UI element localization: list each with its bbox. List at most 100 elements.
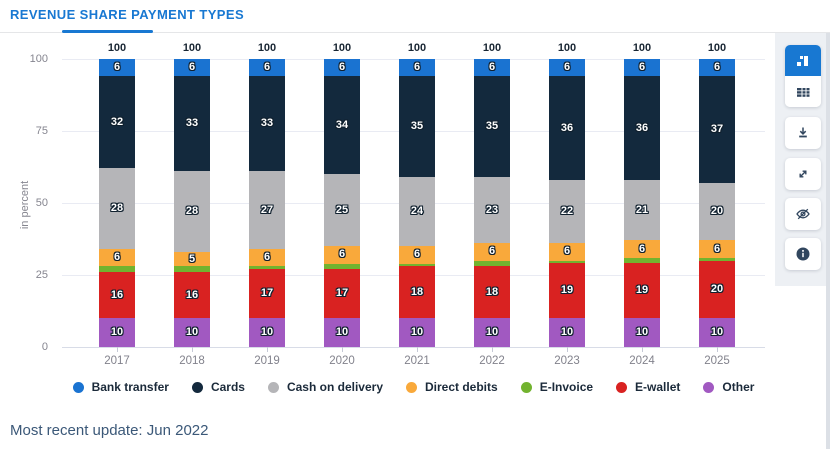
bar-value-label: 6: [413, 61, 421, 74]
bar-segment[interactable]: 18: [474, 266, 510, 319]
bar-segment[interactable]: 10: [474, 318, 510, 347]
bar-segment[interactable]: 10: [174, 318, 210, 347]
bar-segment[interactable]: 20: [699, 182, 735, 241]
bar-value-label: 10: [560, 326, 574, 339]
bar-segment[interactable]: 10: [399, 318, 435, 347]
bar-value-label: 10: [110, 326, 124, 339]
legend-item[interactable]: Cash on delivery: [267, 380, 383, 394]
bar-segment[interactable]: 6: [699, 240, 735, 258]
bar-value-label: 19: [560, 284, 574, 297]
bar-value-label: 22: [560, 205, 574, 218]
legend-item[interactable]: E-Invoice: [520, 380, 593, 394]
bar-segment[interactable]: 6: [324, 246, 360, 264]
bar-segment[interactable]: 36: [624, 76, 660, 180]
bar-segment[interactable]: 6: [249, 59, 285, 77]
bar-segment[interactable]: [474, 260, 510, 267]
bar-segment[interactable]: 6: [549, 59, 585, 77]
bar-segment[interactable]: 10: [624, 318, 660, 347]
download-button[interactable]: [785, 117, 821, 149]
bar-segment[interactable]: 33: [174, 76, 210, 172]
bar-segment[interactable]: [399, 263, 435, 267]
x-axis-label: 2023: [554, 355, 580, 367]
bar-segment[interactable]: [624, 257, 660, 264]
bar-column: 10 19 6 22 36 6 100 2023: [549, 42, 585, 367]
bar-segment[interactable]: 25: [324, 174, 360, 247]
bar-segment[interactable]: 6: [249, 249, 285, 267]
bar-segment[interactable]: 6: [399, 59, 435, 77]
bar-segment[interactable]: 6: [474, 59, 510, 77]
x-tick: [716, 347, 718, 352]
bar-segment[interactable]: 27: [249, 171, 285, 250]
bar-segment[interactable]: 19: [624, 263, 660, 319]
bar-segment[interactable]: 32: [99, 76, 135, 169]
bar-segment[interactable]: 19: [549, 263, 585, 319]
bar-value-label: 6: [638, 61, 646, 74]
bar-segment[interactable]: [99, 266, 135, 273]
bar-segment[interactable]: 18: [399, 266, 435, 319]
bar-segment[interactable]: 24: [399, 177, 435, 247]
bar-value-label: 25: [335, 203, 349, 216]
bar-segment[interactable]: [699, 257, 735, 261]
bar-value-label: 6: [413, 248, 421, 261]
table-view-button[interactable]: [785, 76, 821, 107]
legend-swatch: [72, 381, 84, 393]
bar-segment[interactable]: 17: [249, 269, 285, 319]
bar-segment[interactable]: 36: [549, 76, 585, 180]
expand-icon: [795, 166, 811, 182]
bar-segment[interactable]: 23: [474, 177, 510, 244]
scrollbar-track[interactable]: [826, 33, 830, 449]
bar-value-label: 16: [185, 288, 199, 301]
bar-segment[interactable]: 10: [99, 318, 135, 347]
bar-segment[interactable]: 10: [699, 318, 735, 347]
bar-segment[interactable]: 6: [549, 243, 585, 261]
bar-segment[interactable]: 6: [474, 243, 510, 261]
bar-segment[interactable]: 6: [324, 59, 360, 77]
bar-total-label: 100: [632, 42, 652, 54]
bar-segment[interactable]: 33: [249, 76, 285, 172]
bar-segment[interactable]: 21: [624, 180, 660, 241]
legend-item[interactable]: Other: [703, 380, 754, 394]
bar-segment[interactable]: 10: [549, 318, 585, 347]
bar-segment[interactable]: 6: [99, 59, 135, 77]
bar-segment[interactable]: 35: [399, 76, 435, 178]
bar-segment[interactable]: 16: [99, 272, 135, 319]
legend-item[interactable]: Cards: [191, 380, 245, 394]
bar-segment[interactable]: [174, 266, 210, 273]
bar-segment[interactable]: [324, 263, 360, 270]
bar-segment[interactable]: 5: [174, 251, 210, 267]
bar-segment[interactable]: 6: [624, 59, 660, 77]
bar-column: 10 18 6 24 35 6 100 2021: [399, 42, 435, 367]
bar-segment[interactable]: 6: [699, 59, 735, 77]
bar-segment[interactable]: 22: [549, 179, 585, 244]
bar-segment[interactable]: 10: [249, 318, 285, 347]
tab-revenue-share-payment-types[interactable]: REVENUE SHARE PAYMENT TYPES: [10, 7, 245, 22]
legend-item[interactable]: Direct debits: [406, 380, 498, 394]
bar-segment[interactable]: 35: [474, 76, 510, 178]
bar-value-label: 6: [488, 245, 496, 258]
stacked-bar: 10 20 6 20 37 6: [699, 59, 735, 347]
bar-segment[interactable]: [249, 266, 285, 270]
fullscreen-button[interactable]: [785, 158, 821, 190]
bar-segment[interactable]: 6: [99, 249, 135, 267]
chart-view-button[interactable]: [785, 45, 821, 76]
bar-segment[interactable]: 37: [699, 76, 735, 183]
bar-segment[interactable]: 16: [174, 272, 210, 319]
bar-segment[interactable]: 10: [324, 318, 360, 347]
bar-segment[interactable]: 6: [174, 59, 210, 77]
bar-segment[interactable]: 6: [624, 240, 660, 258]
legend-item[interactable]: Bank transfer: [72, 380, 169, 394]
bar-value-label: 20: [710, 205, 724, 218]
bar-segment[interactable]: [549, 260, 585, 264]
bar-segment[interactable]: 28: [174, 171, 210, 252]
y-tick-label: 0: [41, 341, 48, 353]
toggle-visibility-button[interactable]: [785, 198, 821, 230]
bar-segment[interactable]: 20: [699, 260, 735, 319]
info-button[interactable]: [785, 238, 821, 270]
bar-total-label: 100: [407, 42, 427, 54]
bar-segment[interactable]: 17: [324, 269, 360, 319]
view-switch-group: [785, 45, 821, 107]
bar-segment[interactable]: 34: [324, 76, 360, 175]
legend-item[interactable]: E-wallet: [616, 380, 680, 394]
bar-segment[interactable]: 28: [99, 168, 135, 250]
bar-segment[interactable]: 6: [399, 246, 435, 264]
